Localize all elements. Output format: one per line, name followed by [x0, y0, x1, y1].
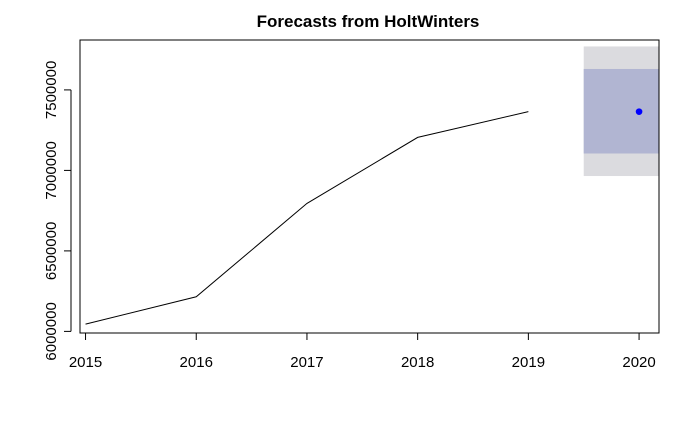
y-tick-label: 7000000	[43, 141, 60, 199]
plot-frame	[79, 39, 660, 334]
forecast-interval-80pct	[583, 68, 659, 154]
x-tick-label: 2018	[401, 354, 434, 371]
y-tick-label: 6000000	[43, 302, 60, 360]
forecast-point-group	[635, 108, 643, 115]
x-tick-label: 2015	[69, 354, 102, 371]
x-tick-label: 2019	[512, 354, 545, 371]
x-axis: 2015 2016 2017 2018 2019 2020	[69, 333, 656, 371]
forecast-point	[635, 108, 643, 115]
chart-title: Forecasts from HoltWinters	[257, 12, 480, 31]
x-tick-label: 2016	[180, 354, 213, 371]
series-group	[85, 111, 529, 325]
series-line-observed	[85, 111, 529, 325]
y-axis: 6000000 6500000 7000000 7500000	[43, 61, 72, 361]
x-tick-label: 2020	[622, 354, 655, 371]
y-tick-label: 6500000	[43, 222, 60, 280]
x-tick-label: 2017	[290, 354, 323, 371]
forecast-intervals	[583, 46, 659, 177]
y-tick-label: 7500000	[43, 61, 60, 119]
